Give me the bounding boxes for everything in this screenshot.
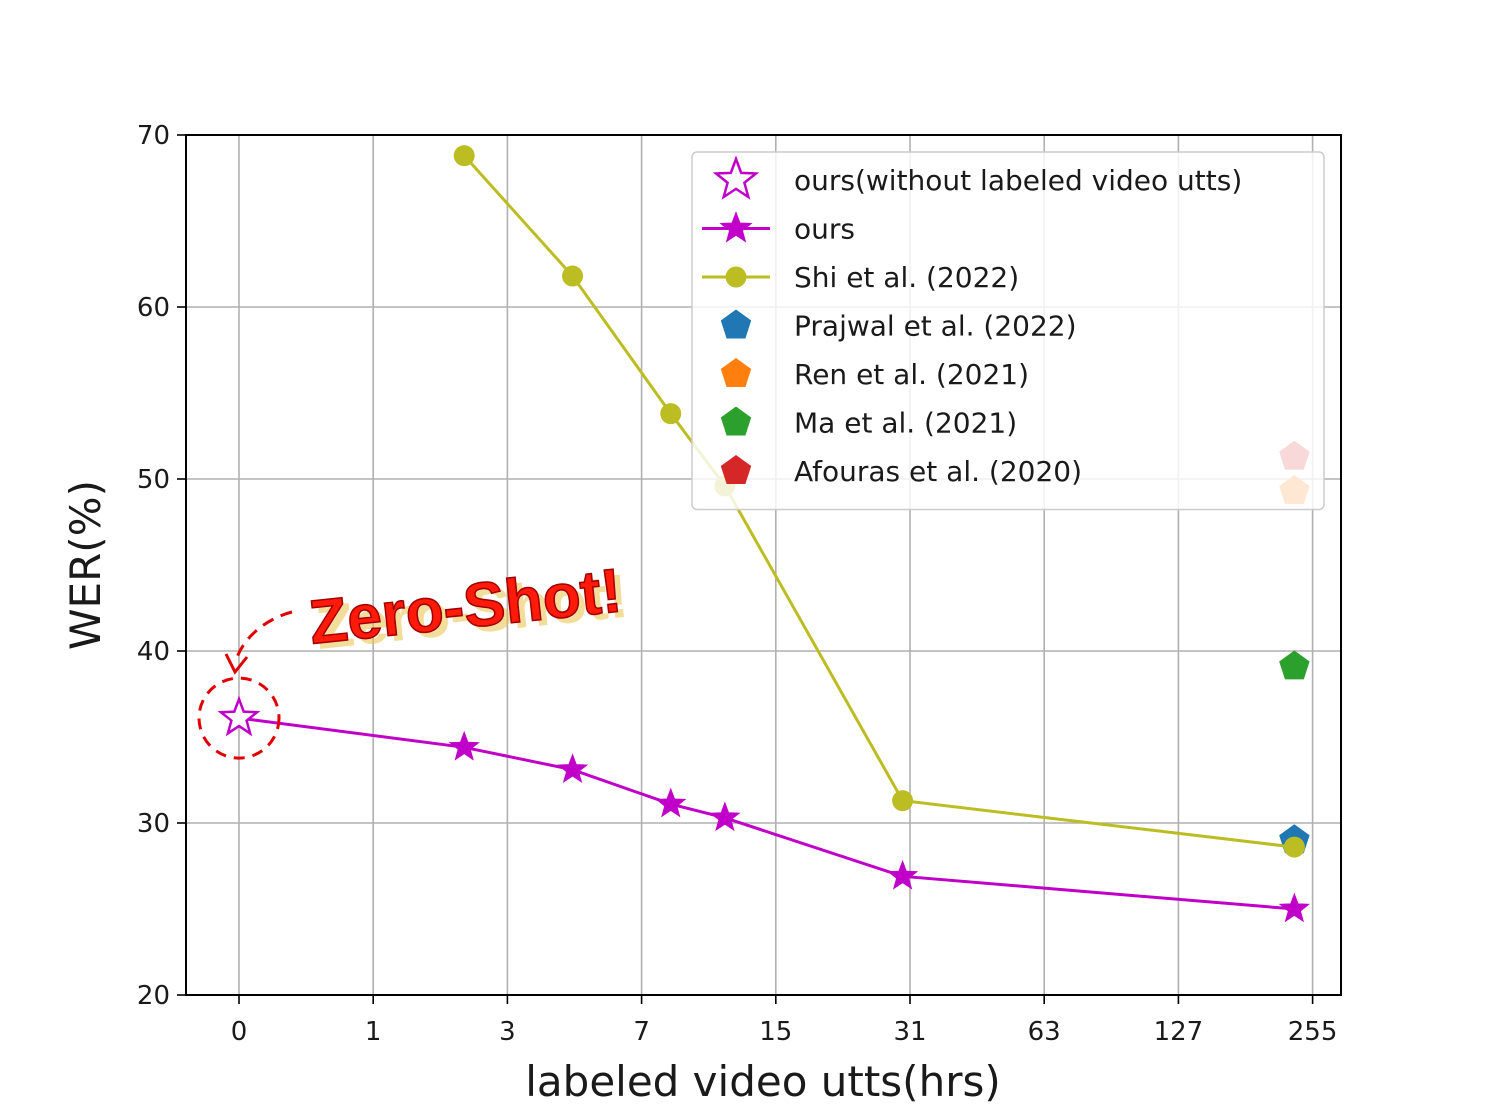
y-tick-label: 30 xyxy=(137,809,170,839)
legend-marker xyxy=(726,267,747,288)
x-tick-label: 15 xyxy=(759,1017,792,1047)
y-tick-label: 60 xyxy=(137,293,170,323)
data-point xyxy=(558,755,587,782)
legend-label: ours(without labeled video utts) xyxy=(794,164,1242,197)
legend-entry: ours(without labeled video utts) xyxy=(716,159,1242,197)
data-point xyxy=(656,789,685,816)
zero-shot-annotation: Zero-Shot!Zero-Shot! xyxy=(199,556,631,758)
y-axis-title: WER(%) xyxy=(61,480,110,650)
x-tick-label: 255 xyxy=(1288,1017,1338,1047)
y-tick-label: 40 xyxy=(137,637,170,667)
x-tick-label: 127 xyxy=(1154,1017,1204,1047)
legend-label: Shi et al. (2022) xyxy=(794,261,1019,294)
y-tick-label: 70 xyxy=(137,121,170,151)
legend-label: Ren et al. (2021) xyxy=(794,358,1029,391)
x-tick-label: 63 xyxy=(1028,1017,1061,1047)
y-tick-label: 50 xyxy=(137,465,170,495)
series-line xyxy=(239,718,1294,909)
series-ma-et-al-2021 xyxy=(1279,650,1309,679)
data-point xyxy=(660,403,681,424)
zero-shot-arrowhead xyxy=(226,654,247,672)
series-ours xyxy=(239,718,1309,921)
data-point xyxy=(892,790,913,811)
data-point xyxy=(711,803,740,830)
x-tick-label: 1 xyxy=(365,1017,382,1047)
legend-label: ours xyxy=(794,213,855,246)
data-point xyxy=(454,145,475,166)
x-tick-label: 7 xyxy=(633,1017,650,1047)
data-point xyxy=(450,732,479,759)
y-tick-label: 20 xyxy=(137,981,170,1011)
x-tick-label: 31 xyxy=(893,1017,926,1047)
legend-label: Prajwal et al. (2022) xyxy=(794,310,1077,343)
legend: ours(without labeled video utts) ours Shi … xyxy=(692,152,1324,510)
x-tick-label: 0 xyxy=(231,1017,248,1047)
data-point xyxy=(888,861,917,888)
x-axis-title: labeled video utts(hrs) xyxy=(525,1057,1000,1106)
zero-shot-arrow xyxy=(236,612,292,660)
legend-label: Afouras et al. (2020) xyxy=(794,455,1082,488)
legend-label: Ma et al. (2021) xyxy=(794,407,1017,440)
data-point xyxy=(1280,894,1309,921)
data-point xyxy=(1284,837,1305,858)
data-point xyxy=(1279,650,1309,679)
x-tick-label: 3 xyxy=(499,1017,516,1047)
data-point xyxy=(562,266,583,287)
